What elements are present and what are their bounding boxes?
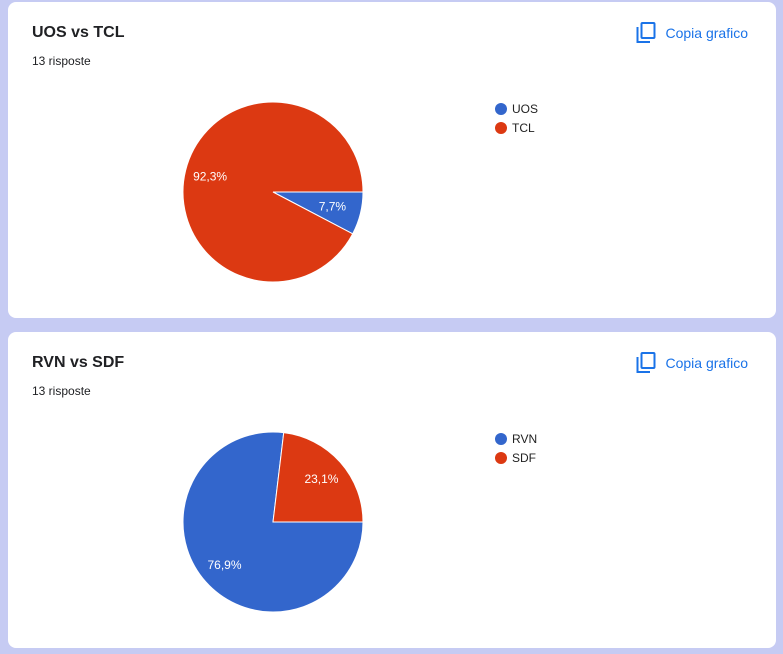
legend-marker-tcl	[495, 122, 507, 134]
slice-label-rvn: 76,9%	[208, 558, 242, 572]
pie-slice-tcl[interactable]	[182, 101, 364, 283]
copy-chart-label: Copia grafico	[665, 355, 749, 371]
legend-label-tcl[interactable]: TCL	[512, 121, 535, 135]
legend-label-sdf[interactable]: SDF	[512, 451, 536, 465]
pie-slice-sdf[interactable]	[272, 432, 364, 523]
response-count: 13 risposte	[32, 384, 91, 398]
chart-card-rvn-sdf: RVN vs SDF 13 risposte Copia grafico 76,…	[8, 332, 776, 648]
chart-title: UOS vs TCL	[32, 24, 125, 41]
copy-icon	[636, 22, 655, 43]
copy-icon	[636, 352, 655, 373]
response-count: 13 risposte	[32, 54, 91, 68]
copy-chart-button[interactable]: Copia grafico	[636, 352, 749, 374]
legend-label-rvn[interactable]: RVN	[512, 432, 537, 446]
pie-chart: 76,9% 23,1% RVN SDF	[182, 431, 537, 613]
legend-label-uos[interactable]: UOS	[512, 102, 538, 116]
legend-marker-sdf	[495, 452, 507, 464]
pie-chart: 7,7% 92,3% UOS TCL	[182, 101, 538, 283]
legend-marker-uos	[495, 103, 507, 115]
copy-chart-button[interactable]: Copia grafico	[636, 22, 749, 44]
slice-label-tcl: 92,3%	[193, 169, 227, 183]
legend-marker-rvn	[495, 433, 507, 445]
copy-chart-label: Copia grafico	[665, 25, 749, 41]
slice-label-sdf: 23,1%	[304, 472, 338, 486]
slice-label-uos: 7,7%	[319, 200, 347, 214]
chart-title: RVN vs SDF	[32, 354, 125, 371]
chart-card-uos-tcl: UOS vs TCL 13 risposte Copia grafico 7,7…	[8, 2, 776, 318]
